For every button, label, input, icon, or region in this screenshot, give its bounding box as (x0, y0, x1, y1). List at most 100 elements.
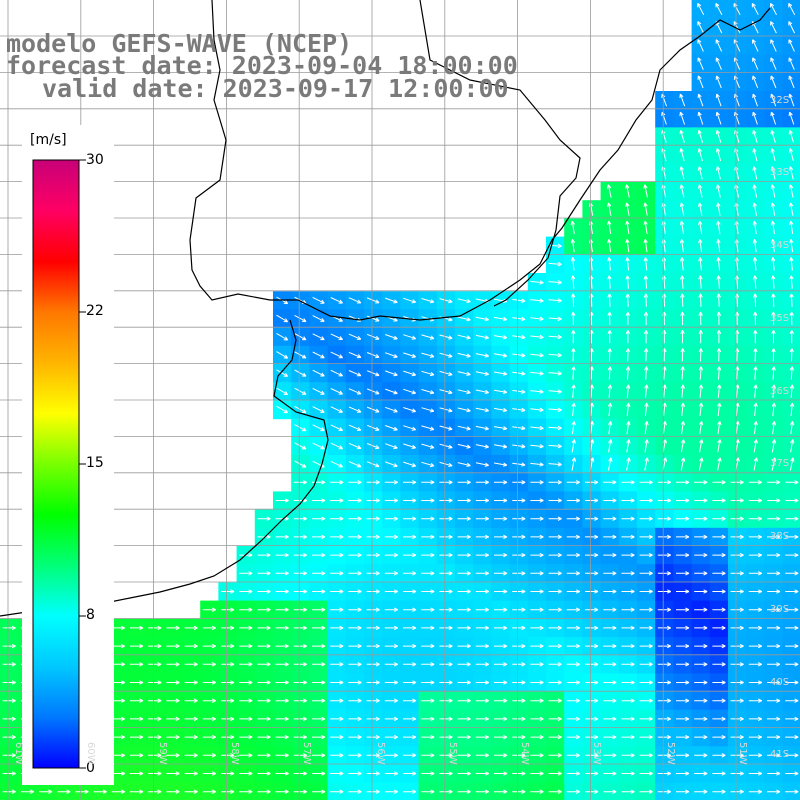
wind-arrow (457, 480, 471, 485)
wind-arrow (571, 366, 576, 380)
wind-arrow (348, 461, 362, 468)
wind-arrow (697, 21, 705, 34)
wind-arrow (748, 625, 763, 631)
wind-arrow (403, 680, 417, 685)
wind-arrow (239, 607, 253, 612)
wind-arrow (607, 348, 612, 362)
wind-arrow (712, 607, 726, 612)
wind-arrow (767, 534, 781, 540)
wind-arrow (585, 734, 599, 740)
wind-arrow (366, 424, 380, 431)
wind-arrow (730, 771, 744, 776)
wind-arrow (403, 643, 417, 649)
wind-arrow (130, 716, 144, 722)
wind-arrow (294, 405, 307, 414)
wind-arrow (712, 498, 726, 503)
wind-arrow (789, 384, 795, 398)
wind-arrow (348, 789, 362, 794)
wind-arrow (202, 753, 217, 758)
wind-arrow (570, 293, 576, 307)
wind-arrow (548, 371, 562, 376)
wind-arrow (275, 498, 289, 503)
wind-arrow (730, 589, 744, 594)
wind-arrow (676, 571, 690, 576)
wind-arrow (421, 334, 435, 340)
wind-arrow (384, 698, 399, 703)
wind-arrow (657, 480, 672, 485)
wind-arrow (752, 93, 758, 107)
wind-arrow (585, 643, 599, 649)
wind-arrow (789, 293, 794, 307)
wind-arrow (384, 498, 399, 503)
wind-arrow (457, 680, 471, 685)
wind-arrow (698, 275, 703, 289)
wind-arrow (657, 698, 672, 703)
wind-arrow (366, 352, 380, 359)
wind-arrow (753, 402, 758, 417)
lon-label: 51W (737, 742, 748, 765)
wind-arrow (512, 662, 526, 667)
wind-arrow (548, 771, 562, 776)
wind-arrow (530, 607, 544, 612)
wind-arrow (221, 734, 235, 740)
wind-arrow (239, 789, 253, 794)
wind-arrow (475, 680, 490, 685)
wind-arrow (603, 716, 617, 722)
wind-arrow (625, 220, 630, 234)
wind-arrow (312, 369, 325, 377)
wind-arrow (548, 280, 562, 285)
wind-arrow (512, 480, 526, 485)
wind-arrow (2, 680, 16, 685)
wind-arrow (294, 369, 307, 377)
wind-arrow (694, 552, 708, 558)
wind-arrow (790, 439, 795, 453)
wind-arrow (312, 662, 326, 667)
wind-arrow (767, 662, 781, 667)
wind-arrow (715, 57, 722, 70)
wind-arrow (275, 571, 289, 576)
wind-arrow (697, 111, 704, 125)
wind-arrow (439, 789, 453, 794)
wind-arrow (643, 257, 648, 271)
wind-arrow (548, 607, 562, 612)
wind-arrow (571, 421, 576, 435)
wind-arrow (680, 257, 685, 271)
wind-arrow (2, 716, 16, 722)
wind-arrow (676, 589, 690, 594)
wind-arrow (184, 680, 198, 685)
wind-arrow (694, 716, 708, 722)
wind-arrow (788, 39, 795, 52)
wind-arrow (348, 716, 362, 722)
wind-arrow (257, 589, 271, 594)
wind-arrow (293, 698, 308, 703)
wind-arrow (676, 716, 690, 722)
wind-arrow (771, 402, 777, 417)
colorbar (22, 125, 114, 785)
wind-arrow (439, 771, 453, 776)
wind-arrow (788, 148, 794, 162)
wind-arrow (421, 771, 435, 776)
wind-arrow (748, 771, 763, 776)
coastline (189, 0, 771, 321)
wind-arrow (657, 498, 672, 503)
wind-arrow (403, 297, 417, 304)
wind-arrow (494, 335, 508, 340)
wind-arrow (770, 57, 777, 70)
wind-arrow (512, 716, 526, 722)
wind-arrow (385, 425, 398, 431)
wind-arrow (730, 734, 744, 740)
wind-arrow (530, 444, 544, 449)
wind-arrow (748, 680, 763, 685)
wind-arrow (421, 298, 435, 304)
wind-arrow (475, 771, 490, 776)
wind-arrow (752, 75, 759, 89)
wind-arrow (530, 771, 544, 776)
wind-arrow (770, 166, 776, 180)
wind-arrow (548, 443, 562, 449)
wind-arrow (330, 480, 344, 485)
wind-arrow (421, 625, 435, 631)
wind-arrow (548, 480, 562, 485)
wind-arrow (621, 625, 635, 631)
wind-arrow (639, 716, 653, 722)
